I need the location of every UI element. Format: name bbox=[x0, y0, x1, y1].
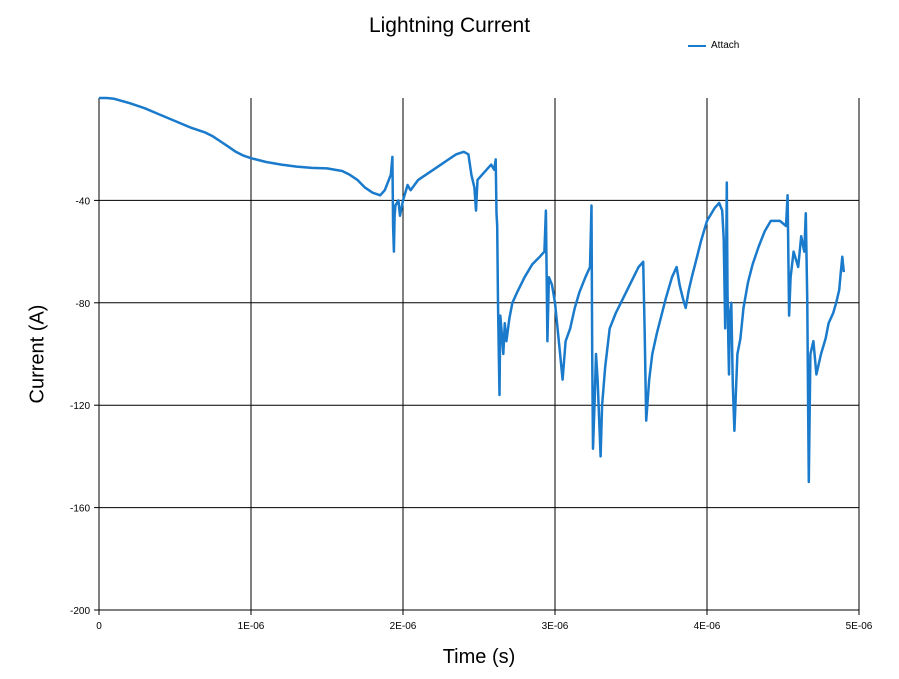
y-tick-label: -160 bbox=[70, 504, 90, 515]
chart-title: Lightning Current bbox=[368, 14, 531, 37]
legend-label-attach: Attach bbox=[711, 40, 740, 51]
x-tick-label: 0 bbox=[96, 621, 102, 632]
x-tick-label: 3E-06 bbox=[542, 621, 569, 632]
y-tick-label: -120 bbox=[70, 401, 90, 412]
legend-swatch-attach bbox=[688, 44, 706, 47]
x-tick-label: 2E-06 bbox=[390, 621, 417, 632]
y-tick-label: -40 bbox=[76, 196, 91, 207]
legend: Attach bbox=[688, 40, 739, 51]
x-tick-label: 4E-06 bbox=[694, 621, 721, 632]
x-tick-label: 5E-06 bbox=[846, 621, 873, 632]
x-tick-label: 1E-06 bbox=[238, 621, 265, 632]
y-tick-label: -80 bbox=[76, 299, 91, 310]
series-line-attach bbox=[99, 96, 846, 484]
y-tick-label: -200 bbox=[70, 606, 90, 617]
x-axis-label: Time (s) bbox=[442, 646, 516, 668]
